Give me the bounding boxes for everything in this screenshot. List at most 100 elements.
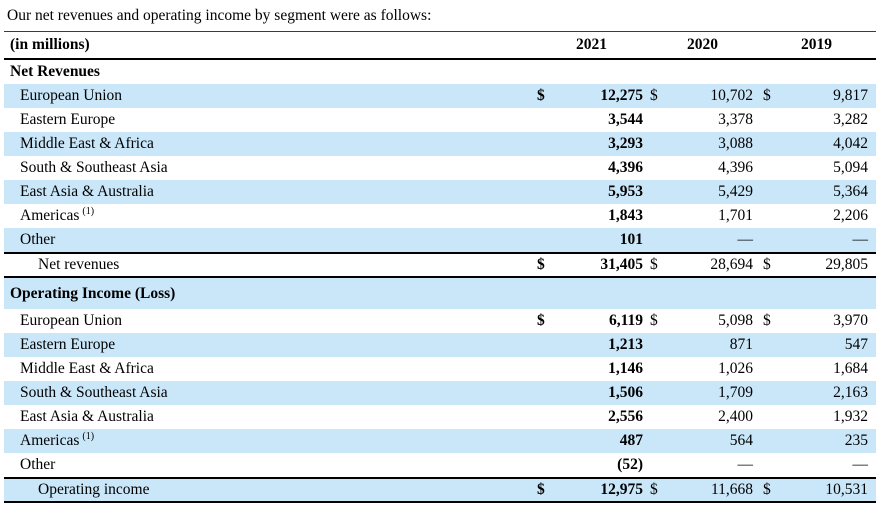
dollar-sign-cell: $ (650, 312, 658, 329)
footnote-marker: (1) (82, 430, 95, 442)
segment-label-text: Middle East & Africa (20, 360, 154, 377)
segment-label-text: European Union (20, 312, 123, 329)
dollar-sign-cell (757, 405, 773, 429)
table-row: Middle East & Africa 3,293 3,088 4,042 (4, 132, 876, 156)
value-cell: 29,805 (773, 252, 876, 278)
value-cell: 4,042 (773, 132, 876, 156)
section-header-row: Net Revenues (4, 59, 876, 84)
segment-label: Americas (1) (4, 429, 535, 453)
dollar-sign-cell (757, 156, 773, 180)
dollar-sign-cell (757, 453, 773, 478)
value-cell: 564 (664, 429, 757, 453)
value-cell: 2,556 (608, 408, 643, 425)
table-row: Eastern Europe 1,213 871 547 (4, 333, 876, 357)
dollar-sign-cell (648, 180, 664, 204)
segment-label-text: East Asia & Australia (20, 408, 154, 425)
value-cell: 4,396 (608, 159, 643, 176)
dollar-sign-cell (535, 228, 555, 253)
value-cell: 11,668 (664, 477, 757, 503)
segment-label-text: Eastern Europe (20, 336, 116, 353)
value-cell: 3,282 (833, 111, 868, 128)
value-cell: 1,932 (833, 408, 868, 425)
dollar-sign-cell (535, 333, 555, 357)
segment-label: South & Southeast Asia (4, 156, 535, 180)
value-cell: 1,843 (608, 207, 643, 224)
value-cell: 28,694 (664, 252, 757, 278)
dollar-sign-cell (535, 429, 555, 453)
dollar-sign-cell (757, 333, 773, 357)
dollar-sign-cell (535, 204, 555, 228)
table-row: European Union $6,119 $5,098 $3,970 (4, 309, 876, 333)
value-cell: 2,400 (718, 408, 753, 425)
value-cell: 31,405 (555, 252, 648, 278)
value-cell: 3,544 (608, 111, 643, 128)
section-header-row: Operating Income (Loss) (4, 277, 876, 309)
table-row: Americas (1) 1,843 1,701 2,206 (4, 204, 876, 228)
dollar-sign-cell: $ (757, 84, 773, 108)
segment-label: Other (4, 228, 535, 253)
dollar-sign-cell (648, 204, 664, 228)
value-cell: 1,146 (608, 360, 643, 377)
dollar-sign-cell (648, 333, 664, 357)
segment-label-text: South & Southeast Asia (20, 159, 168, 176)
segment-label: East Asia & Australia (4, 180, 535, 204)
segment-label-text: Americas (20, 207, 80, 224)
dollar-sign-cell (648, 405, 664, 429)
dollar-sign-cell (648, 228, 664, 253)
segment-label-text: Other (20, 231, 56, 248)
dollar-sign-cell (648, 108, 664, 132)
segment-table: (in millions) 2021 2020 2019 Net Revenue… (4, 31, 876, 503)
dollar-sign-cell: $ (535, 477, 555, 503)
year-header-2021: 2021 (535, 31, 648, 60)
dollar-sign-cell: $ (648, 84, 664, 108)
segment-label-text: Other (20, 456, 56, 473)
table-row: South & Southeast Asia 4,396 4,396 5,094 (4, 156, 876, 180)
years-header-row: (in millions) 2021 2020 2019 (4, 31, 876, 60)
dollar-sign-cell: $ (535, 252, 555, 278)
value-cell: 1,026 (718, 360, 753, 377)
year-header-2020: 2020 (648, 31, 757, 60)
dollar-sign-cell (757, 132, 773, 156)
table-row: Middle East & Africa 1,146 1,026 1,684 (4, 357, 876, 381)
dollar-sign-cell: $ (763, 312, 771, 329)
footnote-marker: (1) (82, 205, 95, 217)
value-cell: 3,293 (555, 132, 648, 156)
dollar-sign-cell: $ (648, 252, 664, 278)
value-cell: 871 (664, 333, 757, 357)
section-header: Net Revenues (10, 63, 100, 80)
unit-label: (in millions) (4, 31, 535, 60)
value-cell: — (852, 456, 869, 473)
value-cell: 5,364 (773, 180, 876, 204)
segment-label: European Union (4, 84, 535, 108)
dollar-sign-cell (648, 381, 664, 405)
table-body: Net Revenues European Union $12,275 $10,702… (4, 59, 876, 503)
dollar-sign-cell (757, 108, 773, 132)
dollar-sign-cell (648, 429, 664, 453)
dollar-sign-cell (648, 357, 664, 381)
value-cell: 3,378 (718, 111, 753, 128)
value-cell: 3,088 (664, 132, 757, 156)
dollar-sign-cell (648, 156, 664, 180)
value-cell: — (664, 228, 757, 253)
dollar-sign-cell: $ (648, 477, 664, 503)
value-cell: 1,213 (555, 333, 648, 357)
segment-label: South & Southeast Asia (4, 381, 535, 405)
year-header-2019: 2019 (757, 31, 876, 60)
segment-label: Eastern Europe (4, 333, 535, 357)
segment-label-text: Eastern Europe (20, 111, 116, 128)
value-cell: — (737, 456, 754, 473)
value-cell: 9,817 (773, 84, 876, 108)
dollar-sign-cell (757, 429, 773, 453)
value-cell: 1,506 (555, 381, 648, 405)
dollar-sign-cell (757, 180, 773, 204)
table-row: South & Southeast Asia 1,506 1,709 2,163 (4, 381, 876, 405)
table-row: East Asia & Australia 2,556 2,400 1,932 (4, 405, 876, 429)
value-cell: — (773, 228, 876, 253)
dollar-sign-cell (535, 180, 555, 204)
total-row: Net revenues $31,405 $28,694 $29,805 (4, 252, 876, 278)
total-label: Net revenues (4, 252, 535, 278)
value-cell: 235 (773, 429, 876, 453)
dollar-sign-cell (757, 357, 773, 381)
dollar-sign-cell: $ (757, 252, 773, 278)
dollar-sign-cell (535, 381, 555, 405)
